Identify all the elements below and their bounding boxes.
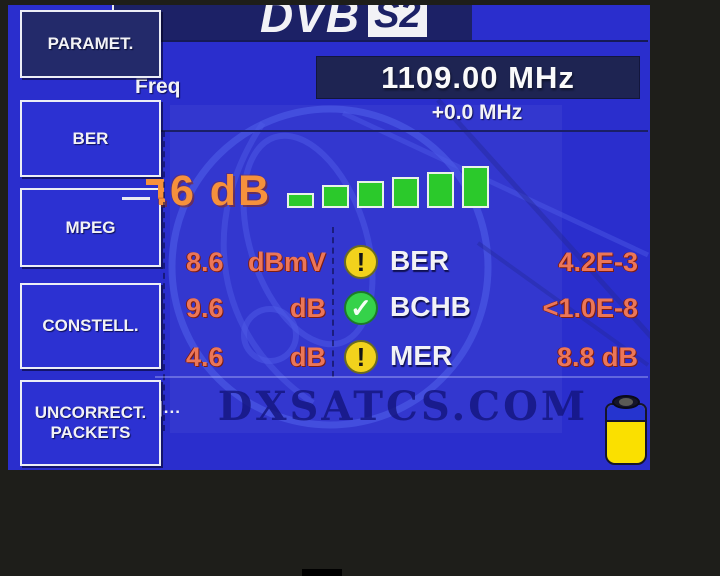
level-value: 8.6 — [186, 247, 224, 277]
signal-cut-line — [122, 197, 150, 200]
signal-bar — [392, 177, 419, 208]
header-divider — [112, 40, 648, 42]
battery-icon — [605, 395, 647, 465]
frequency-offset: +0.0 MHz — [431, 101, 523, 124]
measurement-label: BER — [390, 245, 450, 276]
check-icon — [344, 291, 378, 325]
lower-divider — [155, 376, 648, 378]
signal-bar — [322, 185, 349, 208]
signal-digit-fragment — [146, 179, 164, 199]
bezel-notch — [302, 569, 342, 576]
measurement-reading: 4.2E-3 — [558, 247, 638, 277]
measurement-row-ber: 8.6 dBmV BER 4.2E-3 — [178, 243, 638, 283]
level-unit: dB — [290, 342, 326, 372]
grid-line-vertical-mid — [332, 227, 334, 377]
grid-line-vertical-left — [163, 131, 165, 431]
signal-level-value: .6 dB — [156, 167, 272, 215]
warning-icon — [344, 245, 378, 279]
section-divider — [155, 130, 648, 132]
measurement-label: BCHB — [390, 291, 471, 322]
overflow-dots: |... — [158, 398, 181, 417]
measurement-reading: 8.8 dB — [556, 342, 638, 372]
signal-bar — [427, 172, 454, 208]
level-value: 4.6 — [186, 342, 224, 372]
meter-screen: DXSATCS.COM DVB S2 Freq 1109.00 MHz +0.0… — [8, 5, 650, 470]
level-unit: dB — [290, 293, 326, 323]
s2-logo-badge: S2 — [368, 5, 427, 37]
dvb-logo-text: DVB — [260, 5, 361, 41]
warning-icon — [344, 340, 378, 374]
level-value: 9.6 — [186, 293, 224, 323]
signal-bar — [462, 166, 489, 208]
level-unit: dBmV — [247, 247, 326, 277]
uncorrect-packets-button[interactable]: UNCORRECT. PACKETS — [20, 380, 161, 466]
signal-bar — [287, 193, 314, 208]
constell-button[interactable]: CONSTELL. — [20, 283, 161, 369]
ber-button[interactable]: BER — [20, 100, 161, 177]
dvb-s2-logo: DVB S2 — [260, 5, 427, 41]
frequency-display: 1109.00 MHz — [316, 56, 640, 99]
measurement-row-bchb: 9.6 dB BCHB <1.0E-8 — [178, 289, 638, 329]
frequency-value: 1109.00 MHz — [381, 59, 575, 95]
paramet-button[interactable]: PARAMET. — [20, 10, 161, 78]
measurement-row-mer: 4.6 dB MER 8.8 dB — [178, 338, 638, 378]
signal-bar — [357, 181, 384, 208]
measurement-label: MER — [390, 340, 453, 371]
watermark-text: DXSATCS.COM — [217, 383, 589, 430]
freq-label: Freq — [135, 75, 181, 98]
logo-band: DVB S2 — [112, 5, 472, 41]
signal-bars — [287, 161, 537, 208]
measurement-reading: <1.0E-8 — [542, 293, 638, 323]
mpeg-button[interactable]: MPEG — [20, 188, 161, 267]
